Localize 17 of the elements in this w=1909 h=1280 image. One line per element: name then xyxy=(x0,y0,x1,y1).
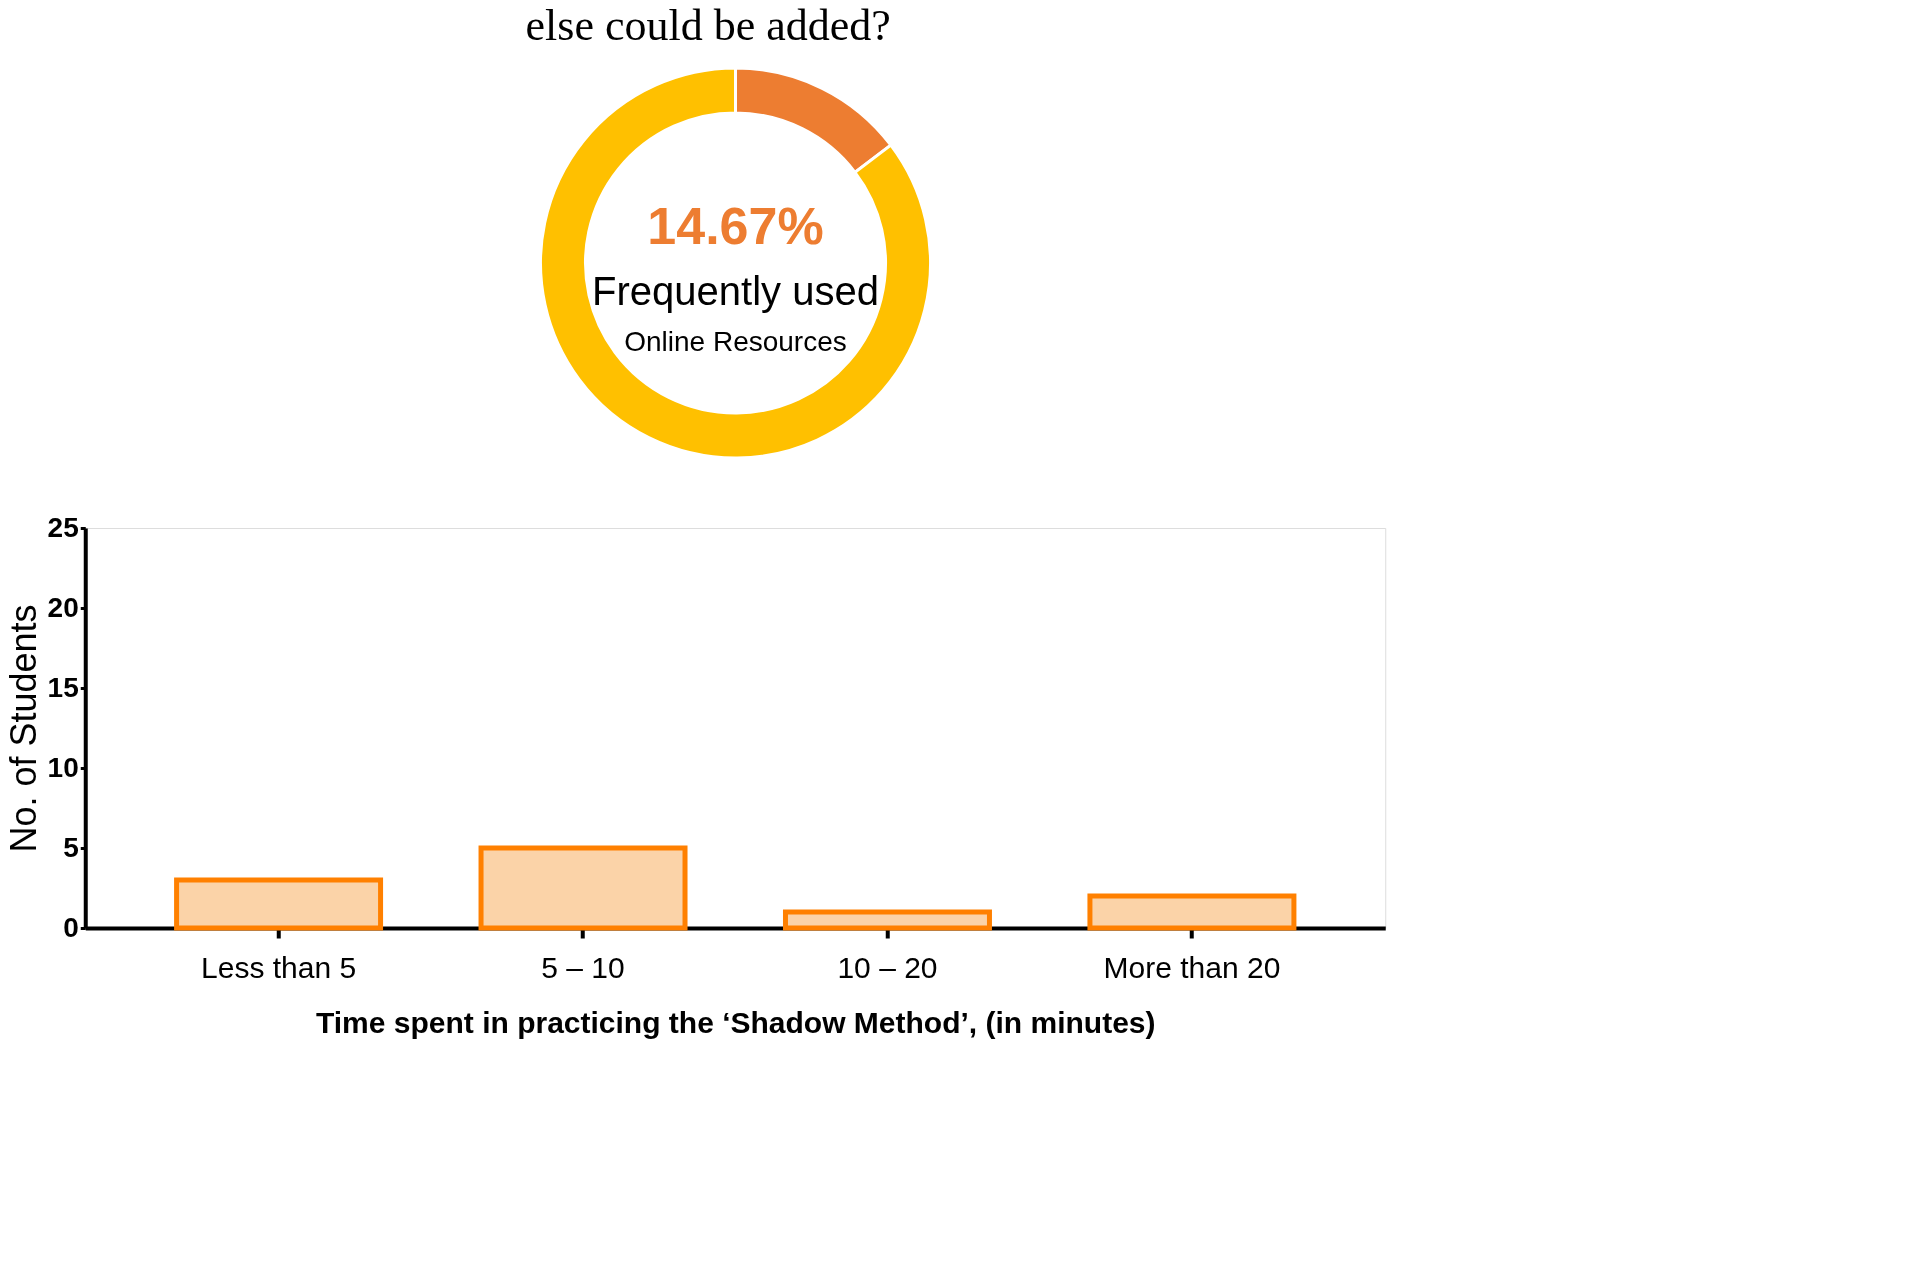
y-tick-label: 5 xyxy=(63,831,79,863)
text: 14.67% xyxy=(647,197,824,255)
y-axis-title: No. of Students xyxy=(2,604,44,853)
x-tick-label: 10 – 20 xyxy=(837,950,938,984)
x-tick-label: 5 – 10 xyxy=(541,950,625,984)
x-axis-title: Time spent in practicing the ‘Shadow Method’, (in minutes) xyxy=(315,1005,1156,1039)
donut-slice xyxy=(539,66,932,460)
x-tick-label: More than 20 xyxy=(1103,950,1281,984)
y-tick-label: 0 xyxy=(63,911,79,943)
y-tick-label: 25 xyxy=(47,511,79,543)
text: Online Resources xyxy=(624,326,847,357)
chart-title: else could be added? xyxy=(525,1,891,50)
text: Frequently used xyxy=(592,269,879,313)
y-tick-label: 20 xyxy=(47,591,79,623)
x-tick-label: Less than 5 xyxy=(201,950,357,984)
y-tick-label: 15 xyxy=(47,671,79,703)
y-tick-label: 10 xyxy=(47,751,79,783)
